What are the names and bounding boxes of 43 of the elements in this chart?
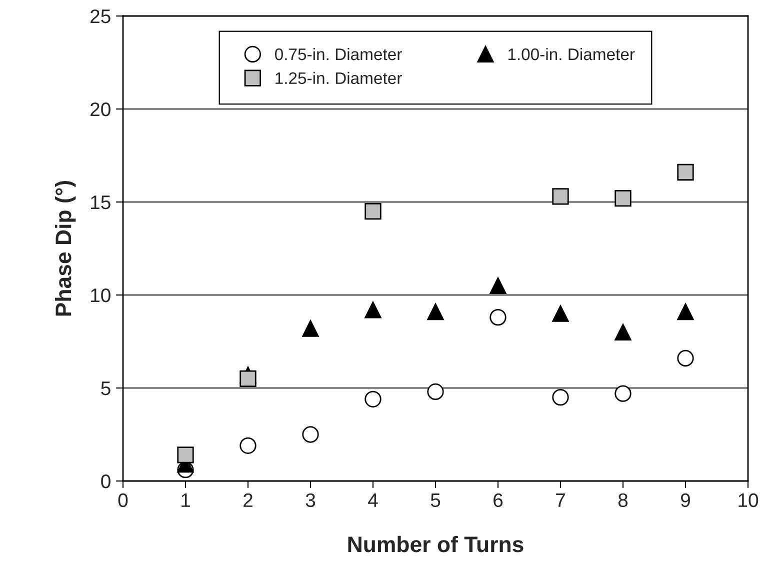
y-tick-label: 25 — [90, 9, 110, 24]
point — [552, 388, 569, 406]
point — [614, 324, 632, 341]
point — [490, 277, 506, 294]
y-tick-label: 5 — [101, 382, 110, 396]
point — [552, 305, 569, 322]
y-tick-label: 20 — [90, 102, 110, 116]
point — [490, 308, 506, 326]
legend-label: 1.25-in. Diameter — [276, 72, 402, 84]
x-tick-label: 3 — [306, 493, 316, 508]
point — [677, 303, 694, 320]
x-tick-label: 9 — [681, 493, 690, 508]
x-tick-label: 8 — [618, 493, 628, 508]
y-tick-label: 10 — [91, 288, 110, 302]
point — [614, 190, 632, 207]
y-axis-title: Phase Dip (°) — [54, 180, 76, 316]
point — [364, 390, 382, 408]
point — [302, 426, 319, 443]
point — [614, 385, 632, 402]
point — [427, 303, 444, 320]
point — [427, 383, 444, 400]
x-tick-label: 10 — [738, 493, 758, 508]
point — [364, 202, 382, 220]
point — [240, 370, 256, 388]
y-tick-label: 0 — [101, 474, 110, 488]
point — [677, 350, 694, 367]
x-tick-label: 6 — [494, 493, 503, 508]
x-tick-label: 7 — [556, 494, 565, 507]
point — [552, 188, 569, 205]
legend-label: 0.75-in. Diameter — [274, 48, 402, 60]
x-axis-title: Number of Turns — [348, 536, 524, 552]
x-tick-label: 5 — [430, 494, 440, 508]
x-tick-label: 2 — [244, 493, 252, 507]
point — [364, 302, 382, 318]
legend-label: 1.00-in. Diameter — [508, 48, 635, 60]
point — [240, 437, 256, 454]
point — [302, 320, 319, 337]
point — [177, 446, 194, 464]
point — [677, 164, 694, 181]
x-tick-label: 0 — [118, 493, 128, 508]
x-tick-label: 4 — [368, 494, 378, 507]
x-tick-label: 1 — [182, 494, 190, 507]
y-tick-label: 15 — [91, 196, 110, 210]
